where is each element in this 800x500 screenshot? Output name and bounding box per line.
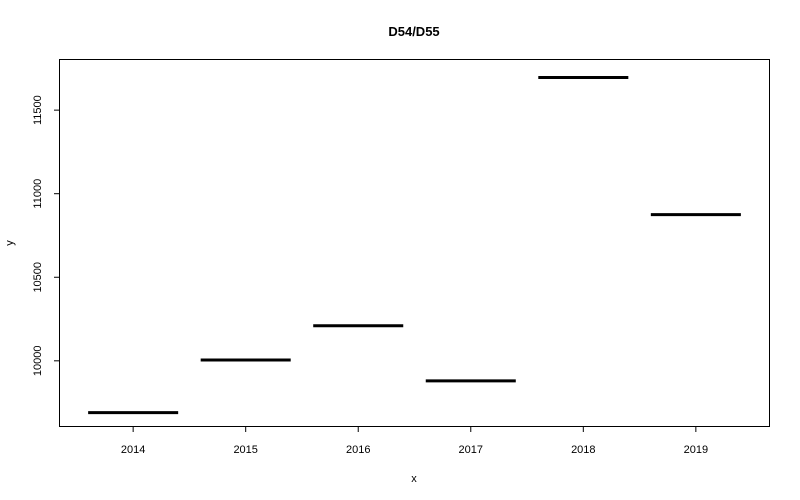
x-tick-label: 2015: [233, 444, 257, 456]
x-axis: 2014 2015 2016 2017 2018 2019: [121, 426, 708, 456]
y-tick-label: 11000: [32, 179, 44, 209]
y-tick-label: 10500: [32, 262, 44, 293]
x-tick-label: 2014: [121, 444, 145, 456]
y-axis-label: y: [4, 240, 16, 246]
x-axis-label: x: [411, 473, 417, 485]
x-tick-label: 2019: [684, 444, 708, 456]
plot-frame: [59, 59, 770, 427]
x-tick-label: 2016: [346, 444, 370, 456]
x-tick-label: 2017: [459, 444, 483, 456]
x-tick-label: 2018: [571, 444, 595, 456]
chart-title: D54/D55: [388, 24, 439, 39]
y-tick-label: 11500: [32, 95, 44, 125]
data-series: [88, 76, 741, 415]
y-tick-label: 10000: [32, 346, 44, 377]
y-axis: 10000 10500 11000 11500: [32, 95, 60, 376]
